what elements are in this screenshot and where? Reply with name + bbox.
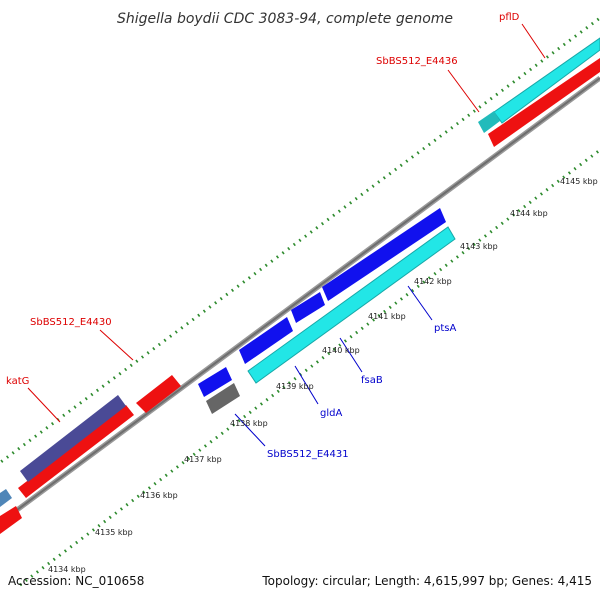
cds-SbBS512_E4430[interactable] bbox=[136, 375, 181, 413]
tick-label-4144: 4144 kbp bbox=[510, 209, 548, 218]
gene-label-fsaB: fsaB bbox=[361, 375, 383, 386]
cds-steel-left[interactable] bbox=[0, 489, 12, 507]
cds-reverse-4138[interactable] bbox=[198, 367, 232, 397]
tick-label-4136: 4136 kbp bbox=[140, 491, 178, 500]
SbBS512_E4431-leader bbox=[234, 413, 266, 447]
cds-katG[interactable] bbox=[20, 395, 126, 482]
ptsA-leader bbox=[407, 285, 433, 321]
tick-label-4140: 4140 kbp bbox=[322, 346, 360, 355]
pflD-leader bbox=[521, 23, 546, 59]
SbBS512_E4430-leader bbox=[99, 329, 134, 361]
cds-SbBS512_E4431[interactable] bbox=[206, 383, 240, 414]
cds-pflD-reverse[interactable] bbox=[488, 58, 600, 147]
tick-label-4139: 4139 kbp bbox=[276, 382, 314, 391]
fsaB-leader bbox=[339, 337, 363, 373]
cds-ptsA[interactable] bbox=[322, 208, 446, 301]
cds-cyan-4139-to-4143[interactable] bbox=[247, 226, 456, 384]
gene-label-SbBS512_E4430: SbBS512_E4430 bbox=[30, 317, 112, 328]
gene-label-SbBS512_E4431: SbBS512_E4431 bbox=[267, 449, 349, 460]
gene-label-gldA: gldA bbox=[320, 408, 342, 419]
cds-pflD-forward[interactable] bbox=[493, 37, 600, 124]
genome-summary-text: Topology: circular; Length: 4,615,997 bp… bbox=[262, 574, 592, 588]
map-title: Shigella boydii CDC 3083-94, complete ge… bbox=[117, 11, 453, 27]
gene-label-SbBS512_E4436: SbBS512_E4436 bbox=[376, 56, 458, 67]
SbBS512_E4436-leader bbox=[447, 69, 480, 113]
cds-gldA[interactable] bbox=[239, 317, 293, 364]
katG-leader bbox=[27, 387, 61, 423]
gene-label-katG: katG bbox=[6, 376, 29, 387]
cds-reverse-left[interactable] bbox=[0, 506, 22, 534]
gldA-leader bbox=[294, 365, 319, 405]
tick-label-4142: 4142 kbp bbox=[414, 277, 452, 286]
accession-text: Accession: NC_010658 bbox=[8, 574, 145, 588]
genome-backbone-core bbox=[0, 77, 600, 524]
tick-label-4135: 4135 kbp bbox=[95, 528, 133, 537]
cds-forward-4134-to-4136[interactable] bbox=[18, 405, 134, 498]
gene-label-ptsA: ptsA bbox=[434, 323, 456, 334]
tick-label-4141: 4141 kbp bbox=[368, 312, 406, 321]
tick-label-4143: 4143 kbp bbox=[460, 242, 498, 251]
tick-label-4137: 4137 kbp bbox=[184, 455, 222, 464]
tick-label-4134: 4134 kbp bbox=[48, 565, 86, 574]
gene-label-pflD: pflD bbox=[499, 12, 520, 23]
tick-label-4145: 4145 kbp bbox=[560, 177, 598, 186]
cds-fsaB[interactable] bbox=[291, 292, 325, 323]
cds-SbBS512_E4436[interactable] bbox=[478, 111, 500, 133]
outer-tick-rail bbox=[0, 16, 600, 465]
tick-label-4138: 4138 kbp bbox=[230, 419, 268, 428]
